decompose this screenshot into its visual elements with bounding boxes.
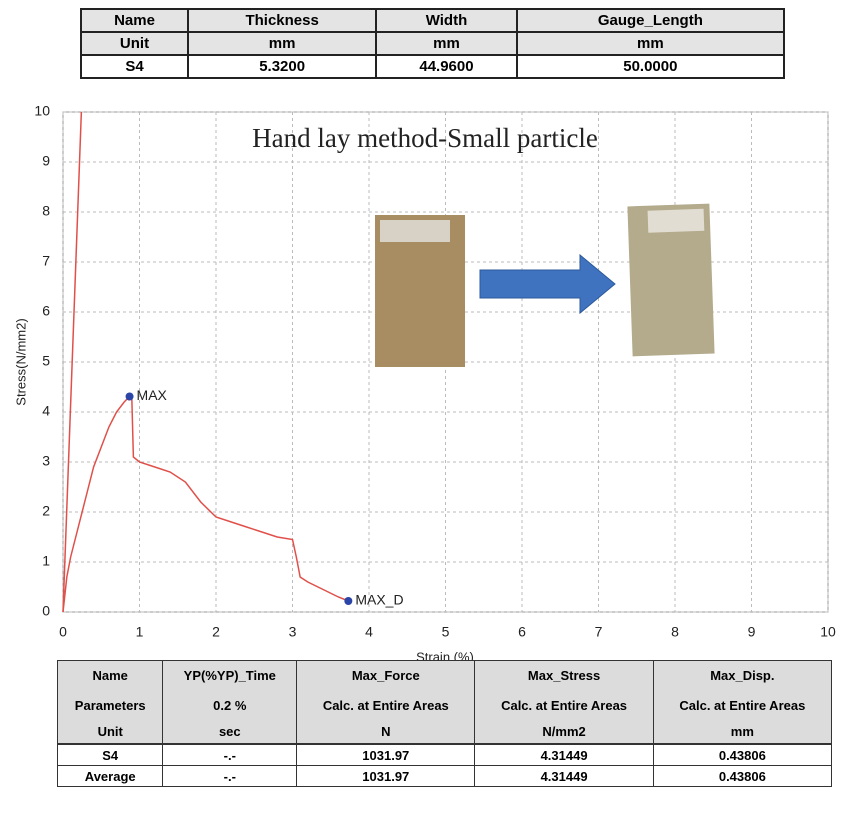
y-tick-label: 8 xyxy=(42,203,50,219)
y-tick-label: 9 xyxy=(42,153,50,169)
table-cell: Parameters xyxy=(56,691,164,721)
y-tick-label: 2 xyxy=(42,503,50,519)
annotation-marker xyxy=(344,597,353,605)
annotation-label: MAX_D xyxy=(355,592,403,608)
table-row: Unit mm mm mm xyxy=(79,31,786,56)
table-cell: 4.31449 xyxy=(474,765,654,787)
table-cell: S4 xyxy=(79,54,190,79)
table-cell: Max_Disp. xyxy=(652,660,833,691)
photo-before xyxy=(375,215,465,367)
table-cell: Unit xyxy=(79,31,190,56)
y-tick-label: 6 xyxy=(42,303,50,319)
y-tick-label: 7 xyxy=(42,253,50,269)
chart-title: Hand lay method-Small particle xyxy=(252,123,598,153)
table-row: S4 5.3200 44.9600 50.0000 xyxy=(79,54,786,79)
data-line xyxy=(62,111,83,613)
table-cell: Thickness xyxy=(187,8,378,33)
x-tick-label: 9 xyxy=(748,624,756,640)
x-tick-label: 10 xyxy=(820,624,836,640)
x-axis-title: Strain (%) xyxy=(416,649,474,660)
table-cell: 1031.97 xyxy=(296,765,476,787)
annotation-marker xyxy=(125,392,134,401)
x-tick-label: 0 xyxy=(59,624,67,640)
table-cell: 0.43806 xyxy=(652,765,833,787)
table-cell: S4 xyxy=(56,743,164,766)
table-cell: Name xyxy=(56,660,164,691)
table-cell: YP(%YP)_Time xyxy=(162,660,298,691)
table-row: S4 -.- 1031.97 4.31449 0.43806 xyxy=(56,743,833,766)
x-tick-label: 7 xyxy=(595,624,603,640)
table-cell: Calc. at Entire Areas xyxy=(652,691,833,721)
y-tick-label: 1 xyxy=(42,553,50,569)
x-tick-label: 3 xyxy=(289,624,297,640)
table-cell: 50.0000 xyxy=(515,54,786,79)
table-cell: 0.2 % xyxy=(162,691,298,721)
photo xyxy=(627,203,715,357)
table-cell: 5.3200 xyxy=(187,54,378,79)
table-cell: -.- xyxy=(162,743,298,766)
table-row: Parameters 0.2 % Calc. at Entire Areas Calc… xyxy=(56,691,833,721)
table-cell: Calc. at Entire Areas xyxy=(296,691,476,721)
x-tick-label: 2 xyxy=(212,624,220,640)
table-cell: Average xyxy=(56,765,164,787)
annotation-label: MAX xyxy=(137,387,168,403)
y-tick-label: 4 xyxy=(42,403,50,419)
table-cell: N xyxy=(296,721,476,745)
table-cell: Max_Stress xyxy=(474,660,654,691)
table-cell: Width xyxy=(375,8,518,33)
y-tick-label: 10 xyxy=(34,103,50,119)
x-tick-label: 4 xyxy=(365,624,373,640)
table-cell: 44.9600 xyxy=(375,54,518,79)
specimen-table: Name Thickness Width Gauge_Length Unit mm mm mm… xyxy=(79,8,786,79)
table-cell: Name xyxy=(79,8,190,33)
table-cell: Unit xyxy=(56,721,164,745)
x-tick-label: 8 xyxy=(671,624,679,640)
table-cell: -.- xyxy=(162,765,298,787)
table-cell: sec xyxy=(162,721,298,745)
y-axis-title: Stress(N/mm2) xyxy=(13,318,28,405)
table-row: Unit sec N N/mm2 mm xyxy=(56,721,833,745)
chart: Hand lay method-Small particle Stress(N/… xyxy=(13,103,836,660)
table-row: Average -.- 1031.97 4.31449 0.43806 xyxy=(56,765,833,787)
y-tick-label: 3 xyxy=(42,453,50,469)
table-row: Name YP(%YP)_Time Max_Force Max_Stress Max_D… xyxy=(56,660,833,691)
table-cell: mm xyxy=(652,721,833,745)
table-cell: Calc. at Entire Areas xyxy=(474,691,654,721)
x-tick-label: 1 xyxy=(136,624,144,640)
table-cell: N/mm2 xyxy=(474,721,654,745)
photo-after xyxy=(627,203,715,357)
table-cell: Max_Force xyxy=(296,660,476,691)
photo-label xyxy=(380,220,450,242)
table-cell: Gauge_Length xyxy=(515,8,786,33)
table-cell: mm xyxy=(187,31,378,56)
photo-label xyxy=(647,208,705,233)
arrow xyxy=(479,253,616,315)
table-cell: mm xyxy=(375,31,518,56)
table-cell: 1031.97 xyxy=(296,743,476,766)
y-tick-label: 5 xyxy=(42,353,50,369)
table-cell: 0.43806 xyxy=(652,743,833,766)
table-row: Name Thickness Width Gauge_Length xyxy=(79,8,786,33)
table-cell: mm xyxy=(515,31,786,56)
results-table: Name YP(%YP)_Time Max_Force Max_Stress Max_D… xyxy=(56,660,833,787)
x-tick-label: 6 xyxy=(518,624,526,640)
data-line xyxy=(62,395,349,613)
x-tick-label: 5 xyxy=(442,624,450,640)
y-tick-label: 0 xyxy=(42,603,50,619)
table-cell: 4.31449 xyxy=(474,743,654,766)
